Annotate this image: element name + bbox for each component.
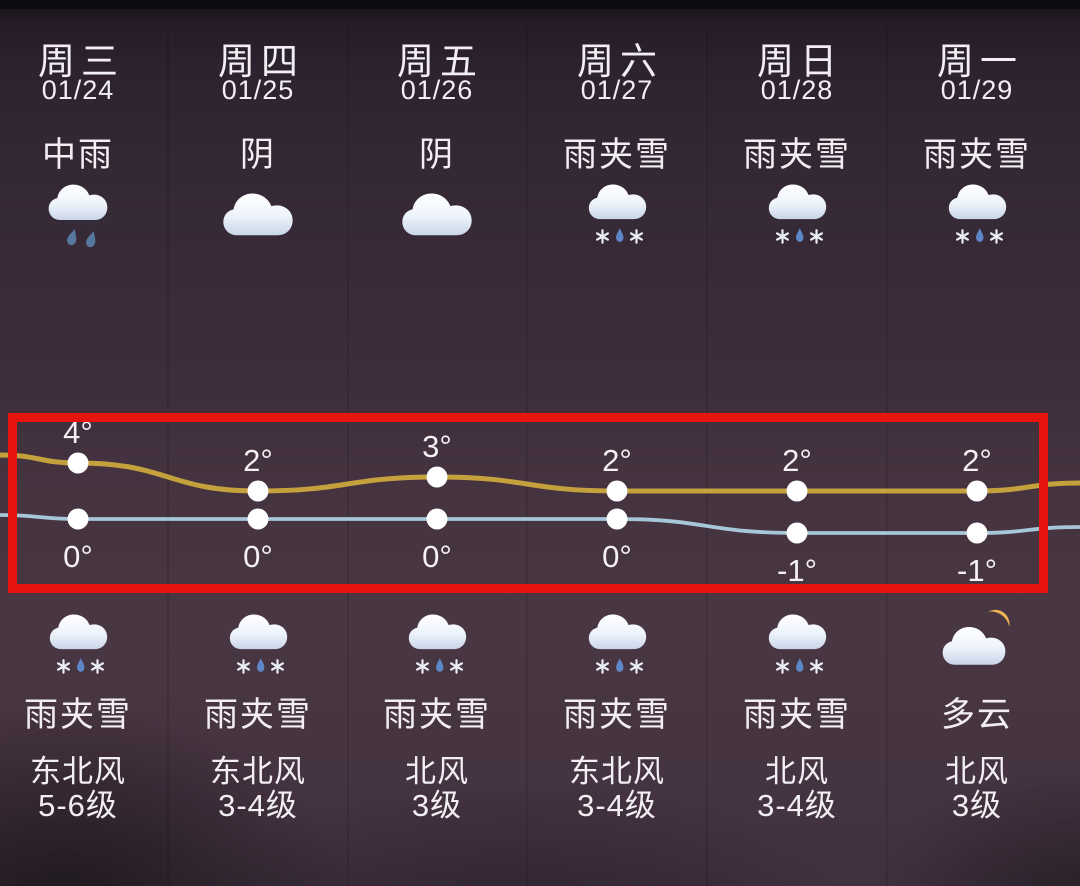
date-label: 01/28 [760,75,834,105]
wind-level-label: 3级 [411,788,463,823]
night-condition-label: 雨夹雪 [383,696,491,734]
wind-level-label: 3-4级 [757,788,837,823]
wind-direction-label: 东北风 [569,754,665,789]
forecast-column[interactable]: 周日 01/28 雨夹雪 雨夹雪 北风 3-4级 [707,0,887,886]
forecast-column[interactable]: 周一 01/29 雨夹雪 多云 北风 3级 [887,0,1067,886]
forecast-column[interactable]: 周五 01/26 阴 雨夹雪 北风 3级 [347,0,527,886]
night-weather-icon [0,602,168,694]
day-condition-label: 雨夹雪 [743,136,851,174]
night-weather-icon [347,602,527,694]
day-weather-icon [887,172,1067,264]
day-condition-label: 阴 [419,136,455,174]
wind-direction-label: 北风 [945,754,1009,789]
night-condition-label: 雨夹雪 [24,696,132,734]
top-strip [0,0,1080,9]
day-condition-label: 阴 [240,136,276,174]
date-label: 01/24 [41,75,115,105]
wind-direction-label: 东北风 [210,754,306,789]
day-label: 周五 [397,41,483,82]
night-weather-icon [707,602,887,694]
day-label: 周三 [38,41,124,82]
day-condition-label: 中雨 [42,136,114,174]
night-weather-icon [527,602,707,694]
day-weather-icon [707,172,887,264]
night-condition-label: 雨夹雪 [204,696,312,734]
date-label: 01/29 [940,75,1014,105]
day-label: 周日 [757,41,843,82]
day-label: 周六 [577,41,663,82]
highlight-rectangle [8,413,1048,593]
day-weather-icon [0,172,168,264]
wind-level-label: 3级 [951,788,1003,823]
day-condition-label: 雨夹雪 [563,136,671,174]
day-label: 周四 [218,41,304,82]
day-condition-label: 雨夹雪 [923,136,1031,174]
wind-level-label: 3-4级 [218,788,298,823]
night-condition-label: 多云 [941,696,1013,734]
night-weather-icon [168,602,348,694]
day-label: 周一 [937,41,1023,82]
night-condition-label: 雨夹雪 [743,696,851,734]
day-weather-icon [347,172,527,264]
forecast-column[interactable]: 周六 01/27 雨夹雪 雨夹雪 东北风 3-4级 [527,0,707,886]
wind-level-label: 5-6级 [38,788,118,823]
date-label: 01/27 [580,75,654,105]
wind-direction-label: 北风 [765,754,829,789]
forecast-column[interactable]: 周三 01/24 中雨 雨夹雪 东北风 5-6级 [0,0,168,886]
night-weather-icon [887,602,1067,694]
day-weather-icon [168,172,348,264]
wind-direction-label: 北风 [405,754,469,789]
wind-level-label: 3-4级 [577,788,657,823]
forecast-column[interactable]: 周四 01/25 阴 雨夹雪 东北风 3-4级 [168,0,348,886]
date-label: 01/25 [221,75,295,105]
day-weather-icon [527,172,707,264]
wind-direction-label: 东北风 [30,754,126,789]
night-condition-label: 雨夹雪 [563,696,671,734]
date-label: 01/26 [400,75,474,105]
